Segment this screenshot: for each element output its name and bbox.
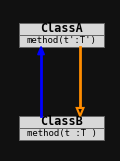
Bar (19, 128, 104, 140)
Bar (19, 116, 104, 128)
Bar (19, 35, 104, 47)
Polygon shape (38, 47, 44, 55)
Polygon shape (77, 108, 83, 116)
Text: ClassB: ClassB (40, 115, 83, 128)
Text: method(t :T ): method(t :T ) (27, 129, 96, 138)
Bar (19, 23, 104, 35)
Text: method(t':T'): method(t':T') (27, 36, 96, 45)
Text: ClassA: ClassA (40, 22, 83, 35)
